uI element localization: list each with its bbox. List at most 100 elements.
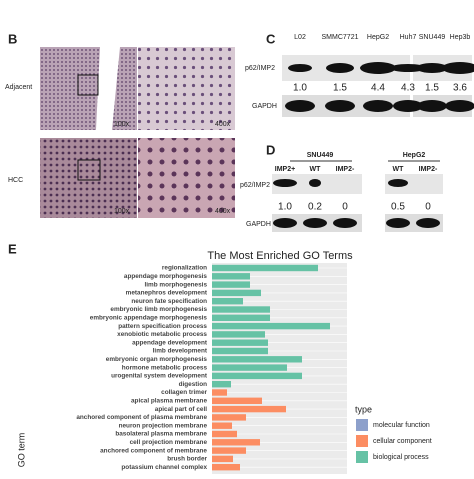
bar [212, 439, 260, 446]
category-label: brush border [167, 456, 207, 463]
row-label: Adjacent [5, 84, 32, 91]
category-label: limb morphogenesis [145, 281, 208, 288]
band [416, 218, 440, 228]
blot-label: p62/IMP2 [240, 182, 270, 189]
category-label: embryonic appendage morphogenesis [90, 314, 208, 321]
mag: 100x [114, 208, 130, 215]
ratio: 0.5 [391, 202, 405, 213]
category-label: apical part of cell [155, 406, 207, 413]
category-label: collagen trimer [161, 389, 207, 396]
row-label: HCC [8, 177, 23, 184]
bar [212, 306, 270, 313]
bar [212, 381, 231, 388]
band [417, 100, 447, 112]
bar [212, 389, 227, 396]
vessel [96, 47, 120, 130]
bar [212, 464, 240, 471]
category-label: embryonic limb morphogenesis [110, 306, 207, 313]
bar [212, 314, 270, 321]
band [288, 64, 312, 72]
category-label: limb development [153, 348, 208, 355]
micrograph [40, 138, 137, 218]
bar [212, 447, 246, 454]
bar [212, 422, 232, 429]
micrograph [138, 138, 235, 218]
micrograph [40, 47, 137, 130]
lane-label: IMP2+ [275, 166, 295, 173]
category-label: anchored component of plasma membrane [76, 414, 207, 421]
category-label: anchored component of membrane [100, 447, 207, 454]
bar [212, 356, 302, 363]
blot-label: GAPDH [252, 103, 277, 110]
lane-label: SNU449 [419, 34, 446, 41]
lane-label: WT [310, 166, 322, 173]
band [285, 100, 315, 112]
legend-label: molecular function [373, 422, 430, 429]
band [309, 179, 321, 187]
mag: 100x [114, 121, 130, 128]
panel-label: E [8, 241, 17, 256]
bar [212, 397, 262, 404]
ratio: 4.4 [371, 83, 385, 94]
bar [212, 322, 330, 330]
band [416, 63, 448, 73]
band [360, 62, 396, 74]
category-label: pattern specification process [118, 323, 207, 330]
band [442, 62, 474, 74]
category-label: xenobiotic metabolic process [117, 331, 207, 338]
band [393, 100, 423, 112]
bar [212, 339, 268, 346]
bar [212, 372, 302, 380]
bar [212, 289, 261, 297]
category-label: appendage morphogenesis [124, 273, 208, 280]
panel-label: D [266, 142, 275, 157]
panel-label: C [266, 31, 276, 46]
ratio: 0.2 [308, 202, 322, 213]
mag: 400x [215, 208, 231, 215]
blot [385, 174, 443, 194]
band [326, 63, 354, 73]
lane-label: Hep3b [450, 34, 471, 41]
band [333, 218, 357, 228]
category-label: regionalization [162, 265, 207, 272]
category-label: neuron projection membrane [119, 422, 208, 429]
band [390, 64, 426, 72]
blot-label: GAPDH [246, 221, 271, 228]
ratio: 0 [425, 202, 431, 213]
ratio: 1.0 [278, 202, 292, 213]
ratio: 4.3 [401, 83, 415, 94]
category-label: digestion [179, 381, 207, 388]
legend-label: biological process [373, 454, 429, 461]
legend-swatch [356, 419, 368, 431]
legend-label: cellular component [373, 438, 432, 445]
category-label: cell projection membrane [130, 439, 208, 446]
bar [212, 364, 287, 371]
bar [212, 331, 265, 338]
lane-label: Huh7 [400, 34, 417, 41]
legend-swatch [356, 451, 368, 463]
band [325, 100, 355, 112]
mag: 400x [215, 121, 231, 128]
chart-title: The Most Enriched GO Terms [207, 250, 353, 262]
category-label: urogenital system development [111, 373, 208, 380]
lane-label: IMP2- [336, 166, 355, 173]
group-label: HepG2 [403, 152, 426, 159]
blot-label: p62/IMP2 [245, 65, 275, 72]
category-label: hormone metabolic process [122, 364, 208, 371]
lane-label: SMMC7721 [322, 34, 359, 41]
bar [212, 430, 237, 438]
ratio: 1.5 [333, 83, 347, 94]
category-label: basolateral plasma membrane [115, 431, 207, 438]
legend-swatch [356, 435, 368, 447]
lane-label: IMP2- [419, 166, 438, 173]
bar [212, 455, 233, 463]
lane-label: L02 [294, 34, 306, 41]
category-label: embryonic organ morphogenesis [106, 356, 208, 363]
ratio: 1.0 [293, 83, 307, 94]
ratio: 0 [342, 202, 348, 213]
band [386, 218, 410, 228]
inset-box [77, 159, 101, 181]
bar [212, 264, 318, 272]
category-label: appendage development [132, 339, 208, 346]
